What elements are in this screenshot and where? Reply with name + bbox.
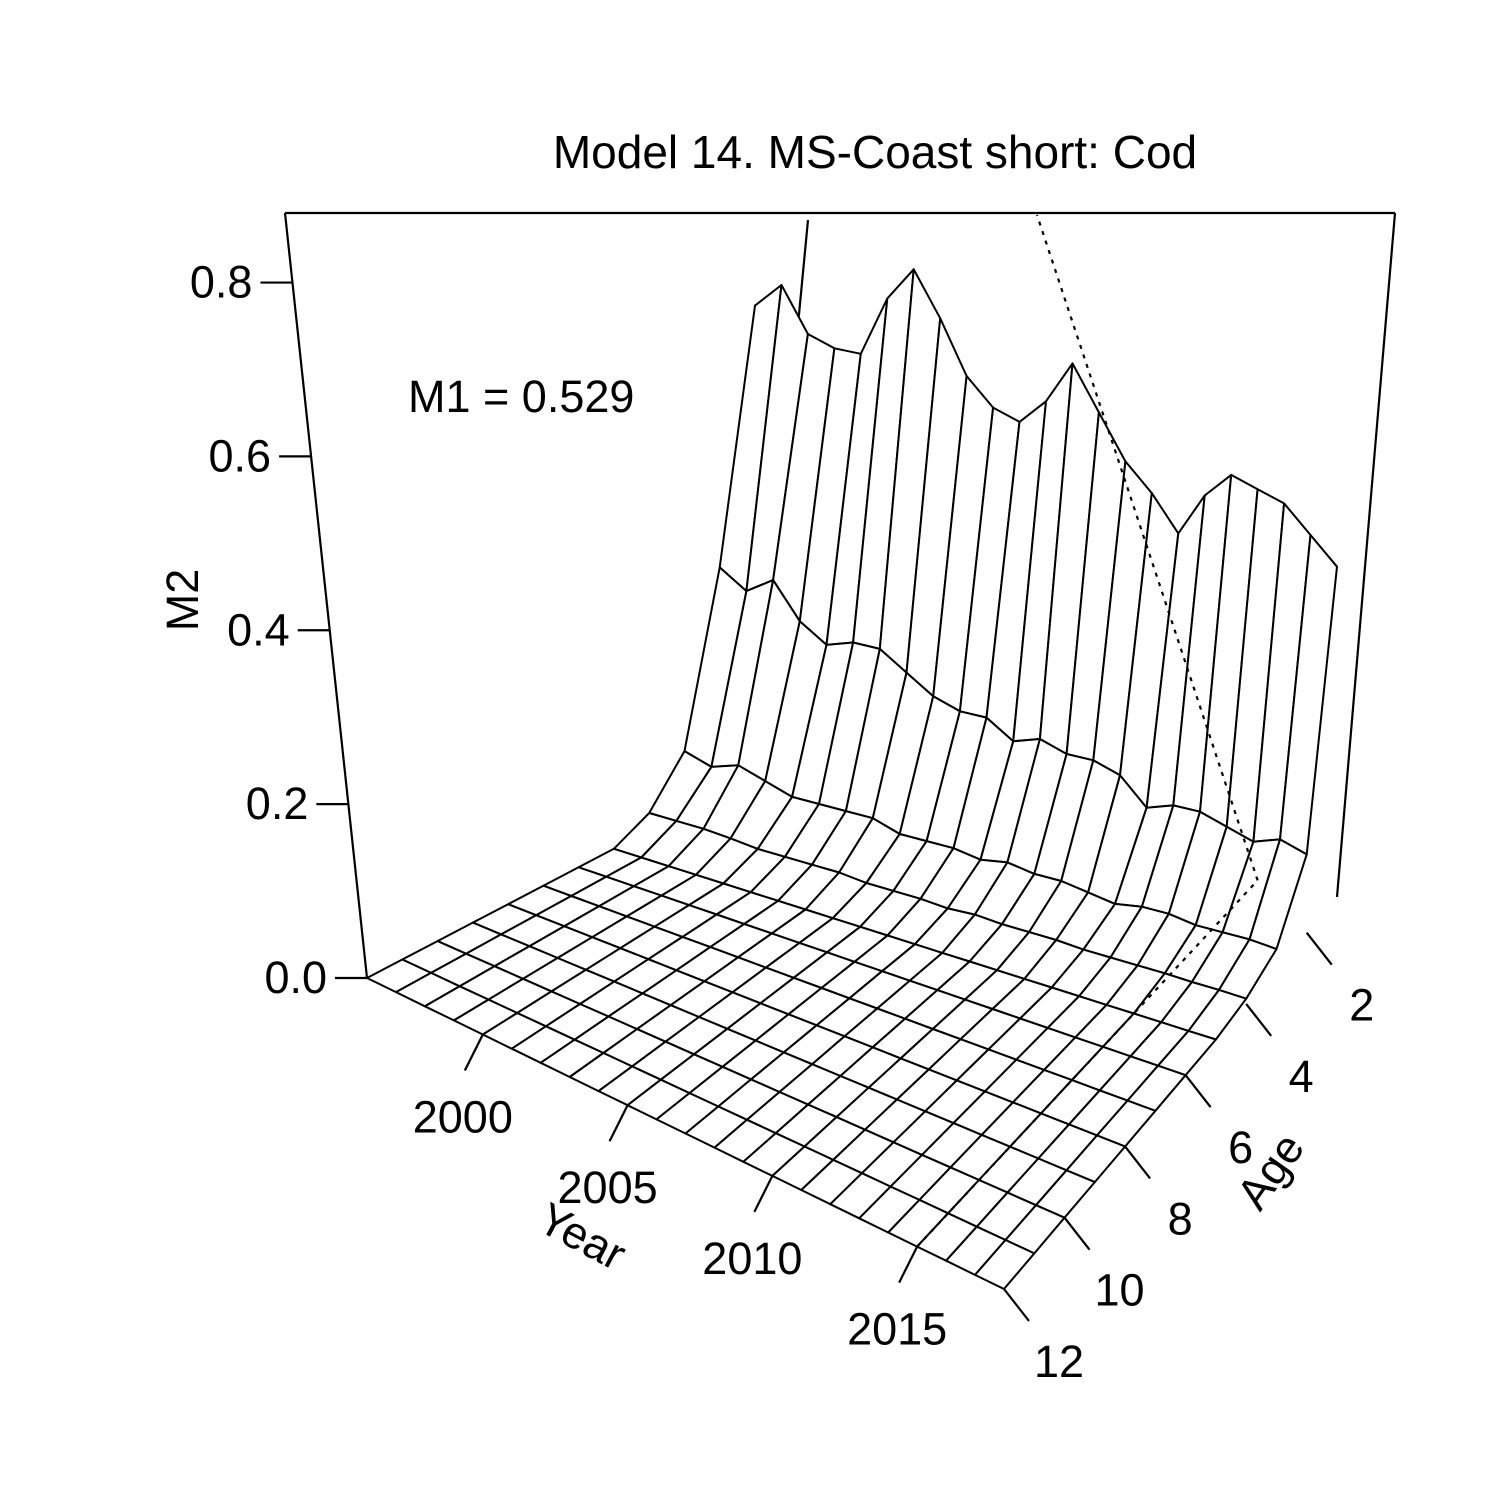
y-tick-label: 2 [1349,980,1374,1031]
m1-annotation: M1 = 0.529 [408,371,634,422]
x-tick [463,1034,484,1072]
z-tick-label: 0.6 [209,430,272,481]
y-tick [1063,1217,1091,1251]
x-tick-label: 2010 [702,1233,802,1284]
x-tick [608,1104,629,1142]
reference-year-line [916,214,1259,1248]
y-tick [1245,1003,1273,1037]
x-tick-label: 2005 [558,1162,658,1213]
y-tick-label: 6 [1228,1122,1253,1173]
reference-floor-line [916,879,1259,1248]
y-tick-label: 12 [1034,1336,1084,1387]
y-tick [1124,1145,1151,1180]
z-axis-title: M2 [157,569,208,632]
box-edge-right [1335,212,1397,898]
y-tick [1305,931,1333,966]
y-tick-label: 4 [1289,1051,1314,1102]
x-tick-label: 2000 [413,1092,513,1143]
y-tick-label: 10 [1095,1265,1145,1316]
z-tick-label: 0.0 [264,952,327,1003]
reference-wall-line [1035,214,1259,881]
x-tick [898,1246,919,1284]
box-edge-left [283,212,369,979]
surface-mesh [366,214,1338,1290]
x-tick-label: 2015 [847,1304,947,1355]
chart-title: Model 14. MS-Coast short: Cod [553,126,1197,178]
z-tick-label: 0.2 [246,778,309,829]
z-tick-label: 0.8 [190,257,253,308]
y-tick [1003,1288,1030,1322]
x-tick [753,1175,774,1213]
y-tick [1184,1074,1212,1108]
z-tick-label: 0.4 [227,604,290,655]
y-tick-label: 8 [1168,1193,1193,1244]
